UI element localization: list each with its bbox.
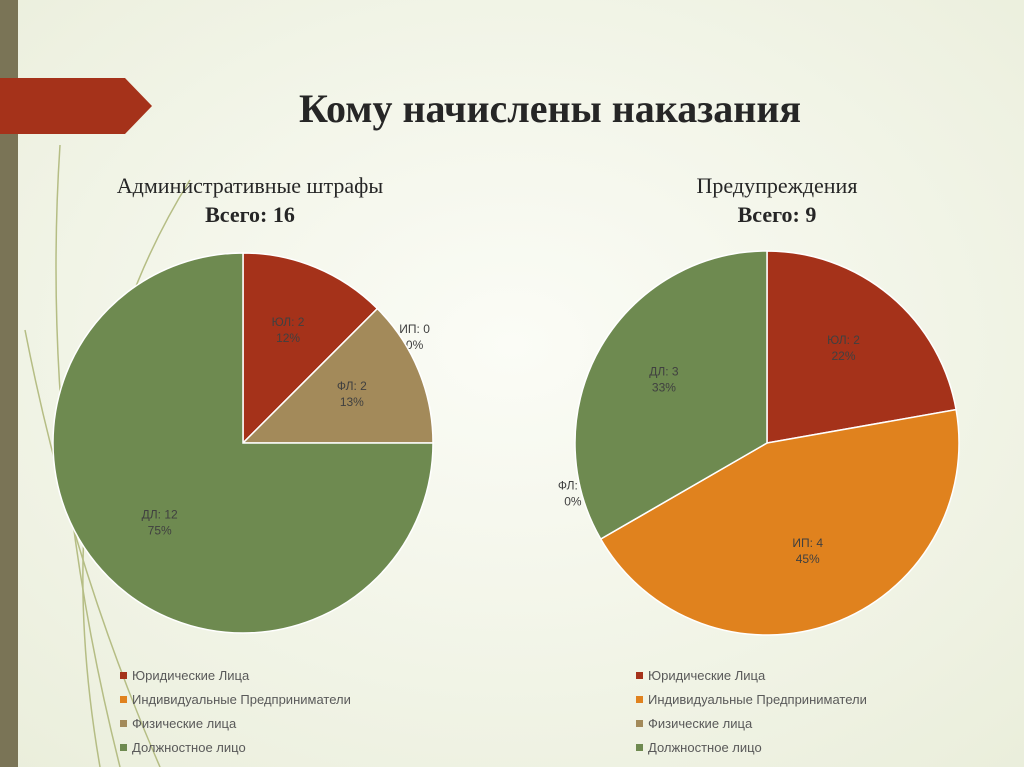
chart-subtitle: Всего: 16 [205, 202, 295, 227]
legend-label: Юридические Лица [132, 668, 250, 683]
pie-slice [766, 250, 957, 444]
data-label: ЮЛ: 2 [272, 315, 305, 329]
data-label-percent: 12% [276, 331, 300, 345]
side-strip [0, 0, 18, 767]
data-label-percent: 75% [148, 523, 172, 537]
pie-slice [574, 250, 768, 541]
data-label-percent: 22% [832, 349, 856, 363]
chart-title: Предупреждения [697, 173, 858, 198]
data-label: ИП: 0 [399, 322, 430, 336]
data-label-percent: 33% [652, 380, 676, 394]
legend-marker [636, 720, 643, 727]
pie-slice [599, 408, 960, 636]
chart-subtitle: Всего: 9 [738, 202, 817, 227]
legend-label: Должностное лицо [648, 740, 762, 755]
legend-label: Юридические Лица [648, 668, 766, 683]
legend-marker [636, 672, 643, 679]
data-label-percent: 0% [406, 338, 424, 352]
data-label: ИП: 4 [792, 536, 823, 550]
data-label: ФЛ: 2 [337, 379, 367, 393]
data-label: ДЛ: 3 [649, 364, 679, 378]
data-label-percent: 0% [564, 494, 582, 508]
legend-marker [120, 672, 127, 679]
legend-label: Физические лица [648, 716, 753, 731]
data-label-percent: 13% [340, 395, 364, 409]
data-label-percent: 45% [796, 552, 820, 566]
legend-marker [120, 696, 127, 703]
pie-slice [52, 252, 434, 634]
legend-marker [636, 744, 643, 751]
pie-slice [241, 307, 434, 444]
data-label: ДЛ: 12 [142, 507, 178, 521]
legend-label: Индивидуальные Предприниматели [132, 692, 351, 707]
chart-title: Административные штрафы [117, 173, 384, 198]
legend-label: Физические лица [132, 716, 237, 731]
legend-marker [120, 720, 127, 727]
legend-marker [636, 696, 643, 703]
legend-label: Должностное лицо [132, 740, 246, 755]
slide-title: Кому начислены наказания [299, 86, 801, 131]
pie-slice [242, 252, 379, 445]
legend-marker [120, 744, 127, 751]
title-arrow [0, 78, 152, 134]
legend-label: Индивидуальные Предприниматели [648, 692, 867, 707]
data-label: ЮЛ: 2 [827, 333, 860, 347]
